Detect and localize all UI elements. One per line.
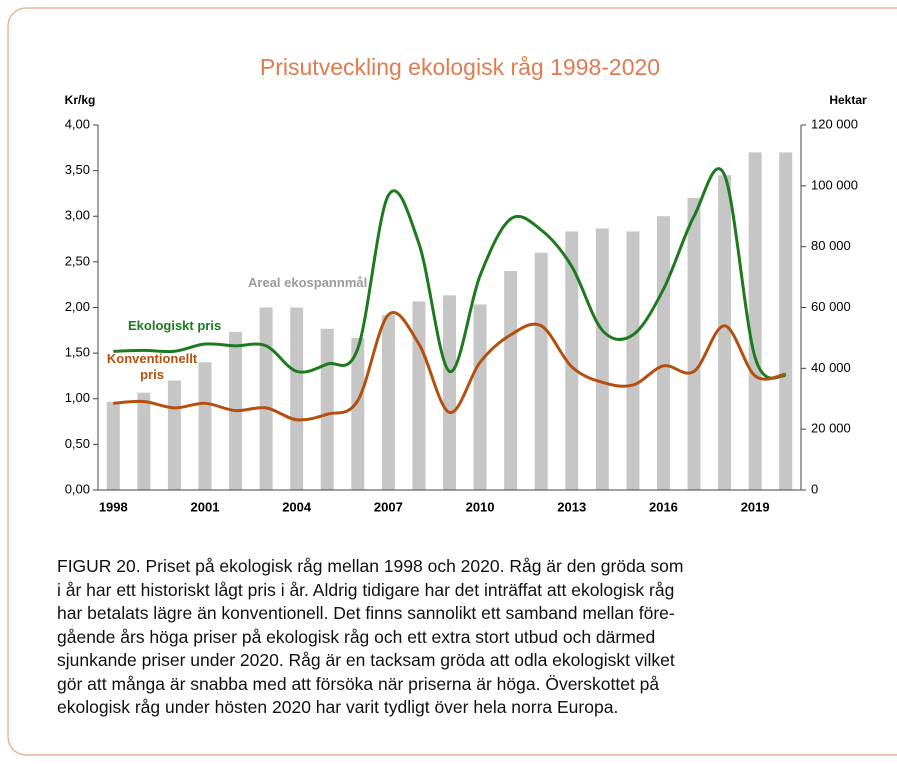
bar — [412, 301, 426, 490]
bar — [443, 295, 456, 490]
frame — [7, 7, 897, 756]
bar — [381, 315, 395, 490]
bar — [656, 216, 670, 490]
x-tick-label: 2001 — [191, 499, 220, 514]
series-label: Konventionellt pris — [106, 351, 198, 382]
y-axis-title: Kr/kg — [65, 93, 96, 107]
bar — [473, 304, 487, 490]
caption: FIGUR 20. Priset på ekologisk råg mellan… — [57, 555, 857, 720]
y2-tick-label: 60 000 — [811, 299, 851, 314]
bar — [779, 152, 793, 490]
y2-tick-label: 120 000 — [811, 116, 858, 131]
bar — [198, 362, 212, 490]
y-tick-label: 0,00 — [65, 481, 90, 496]
bar — [748, 152, 762, 490]
bar — [565, 231, 579, 491]
bar — [626, 231, 640, 491]
caption-line: gående års höga priser på ekologisk råg … — [57, 626, 656, 647]
y-tick-label: 1,00 — [65, 390, 90, 405]
bar — [259, 307, 273, 490]
y2-axis-title: Hektar — [829, 93, 867, 107]
series-label: Ekologiskt pris — [128, 318, 222, 333]
bar — [167, 380, 181, 490]
x-tick-label: 2016 — [649, 499, 678, 514]
chart-title: Prisutveckling ekologisk råg 1998-2020 — [260, 54, 660, 80]
y-tick-label: 3,00 — [65, 208, 90, 223]
y-tick-label: 0,50 — [65, 436, 90, 451]
bar — [595, 228, 609, 490]
y2-tick-label: 0 — [811, 481, 818, 496]
caption-line: i år har ett historiskt lågt pris i år. … — [57, 579, 675, 600]
x-tick-label: 2004 — [282, 499, 312, 514]
bar — [687, 198, 701, 490]
bar — [290, 307, 304, 490]
y-tick-label: 1,50 — [65, 345, 90, 360]
x-tick-label: 1998 — [99, 499, 128, 514]
bar — [351, 337, 365, 490]
y-tick-label: 3,50 — [65, 162, 90, 177]
y2-tick-label: 80 000 — [811, 238, 851, 253]
x-tick-label: 2010 — [466, 499, 495, 514]
y2-tick-label: 100 000 — [811, 177, 858, 192]
bar — [106, 401, 120, 490]
series-label: Areal ekospannmål — [248, 275, 368, 290]
x-tick-label: 2019 — [741, 499, 770, 514]
x-tick-label: 2007 — [374, 499, 403, 514]
caption-line: sjunkande priser under 2020. Råg är en t… — [57, 650, 675, 670]
caption-line: FIGUR 20. Priset på ekologisk råg mellan… — [57, 556, 684, 576]
y-tick-label: 2,00 — [65, 299, 90, 314]
x-tick-label: 2013 — [557, 499, 586, 514]
y-tick-label: 4,00 — [65, 116, 90, 131]
y-tick-label: 2,50 — [65, 253, 90, 268]
line — [113, 167, 787, 380]
caption-line: ekologisk råg under hösten 2020 har vari… — [57, 697, 619, 717]
y2-tick-label: 40 000 — [811, 360, 851, 375]
bar — [534, 252, 548, 490]
line — [113, 311, 787, 422]
bar — [137, 392, 151, 490]
bar — [504, 271, 518, 490]
bar — [320, 328, 334, 490]
y2-tick-label: 20 000 — [811, 421, 851, 436]
caption-line: gör att många är snabba med att försöka … — [57, 673, 660, 694]
caption-line: har betalats lägre än konventionell. Det… — [57, 603, 675, 623]
bar — [718, 175, 732, 490]
